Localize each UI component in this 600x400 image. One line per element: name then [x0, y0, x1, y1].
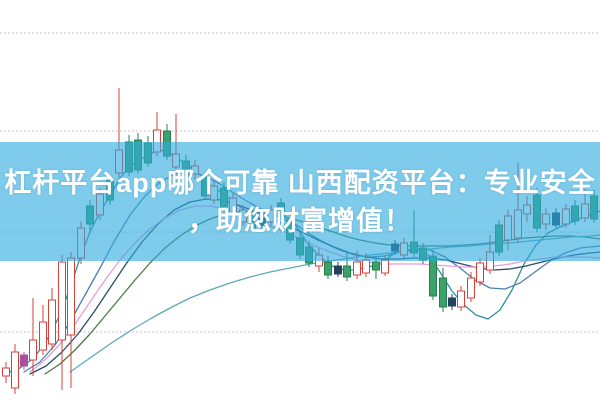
candle-body [476, 262, 484, 283]
candle-body [67, 257, 75, 336]
candle-body [362, 259, 370, 274]
headline-line-2: ，助您财富增值！ [188, 205, 412, 236]
candle-body [457, 290, 465, 308]
candle-body [11, 351, 19, 389]
headline-banner: 杠杆平台app哪个可靠 山西配资平台：专业安全 ，助您财富增值！ [0, 142, 600, 261]
candle-body [429, 255, 437, 297]
candle-body [372, 261, 380, 271]
candle-body [334, 265, 342, 275]
candle-body [448, 297, 456, 307]
candle-body [39, 321, 47, 351]
candle-body [48, 299, 56, 345]
candle-body [324, 261, 332, 276]
candle-body [353, 261, 361, 276]
candle-body [2, 367, 10, 377]
candle-body [58, 261, 66, 341]
candle-body [439, 277, 447, 308]
candle-body [29, 339, 37, 361]
candle-body [381, 259, 389, 274]
candle-body [20, 354, 28, 367]
candle-body [343, 265, 351, 278]
headline-line-1: 杠杆平台app哪个可靠 山西配资平台：专业安全 [4, 167, 596, 198]
candle-body [467, 277, 475, 299]
